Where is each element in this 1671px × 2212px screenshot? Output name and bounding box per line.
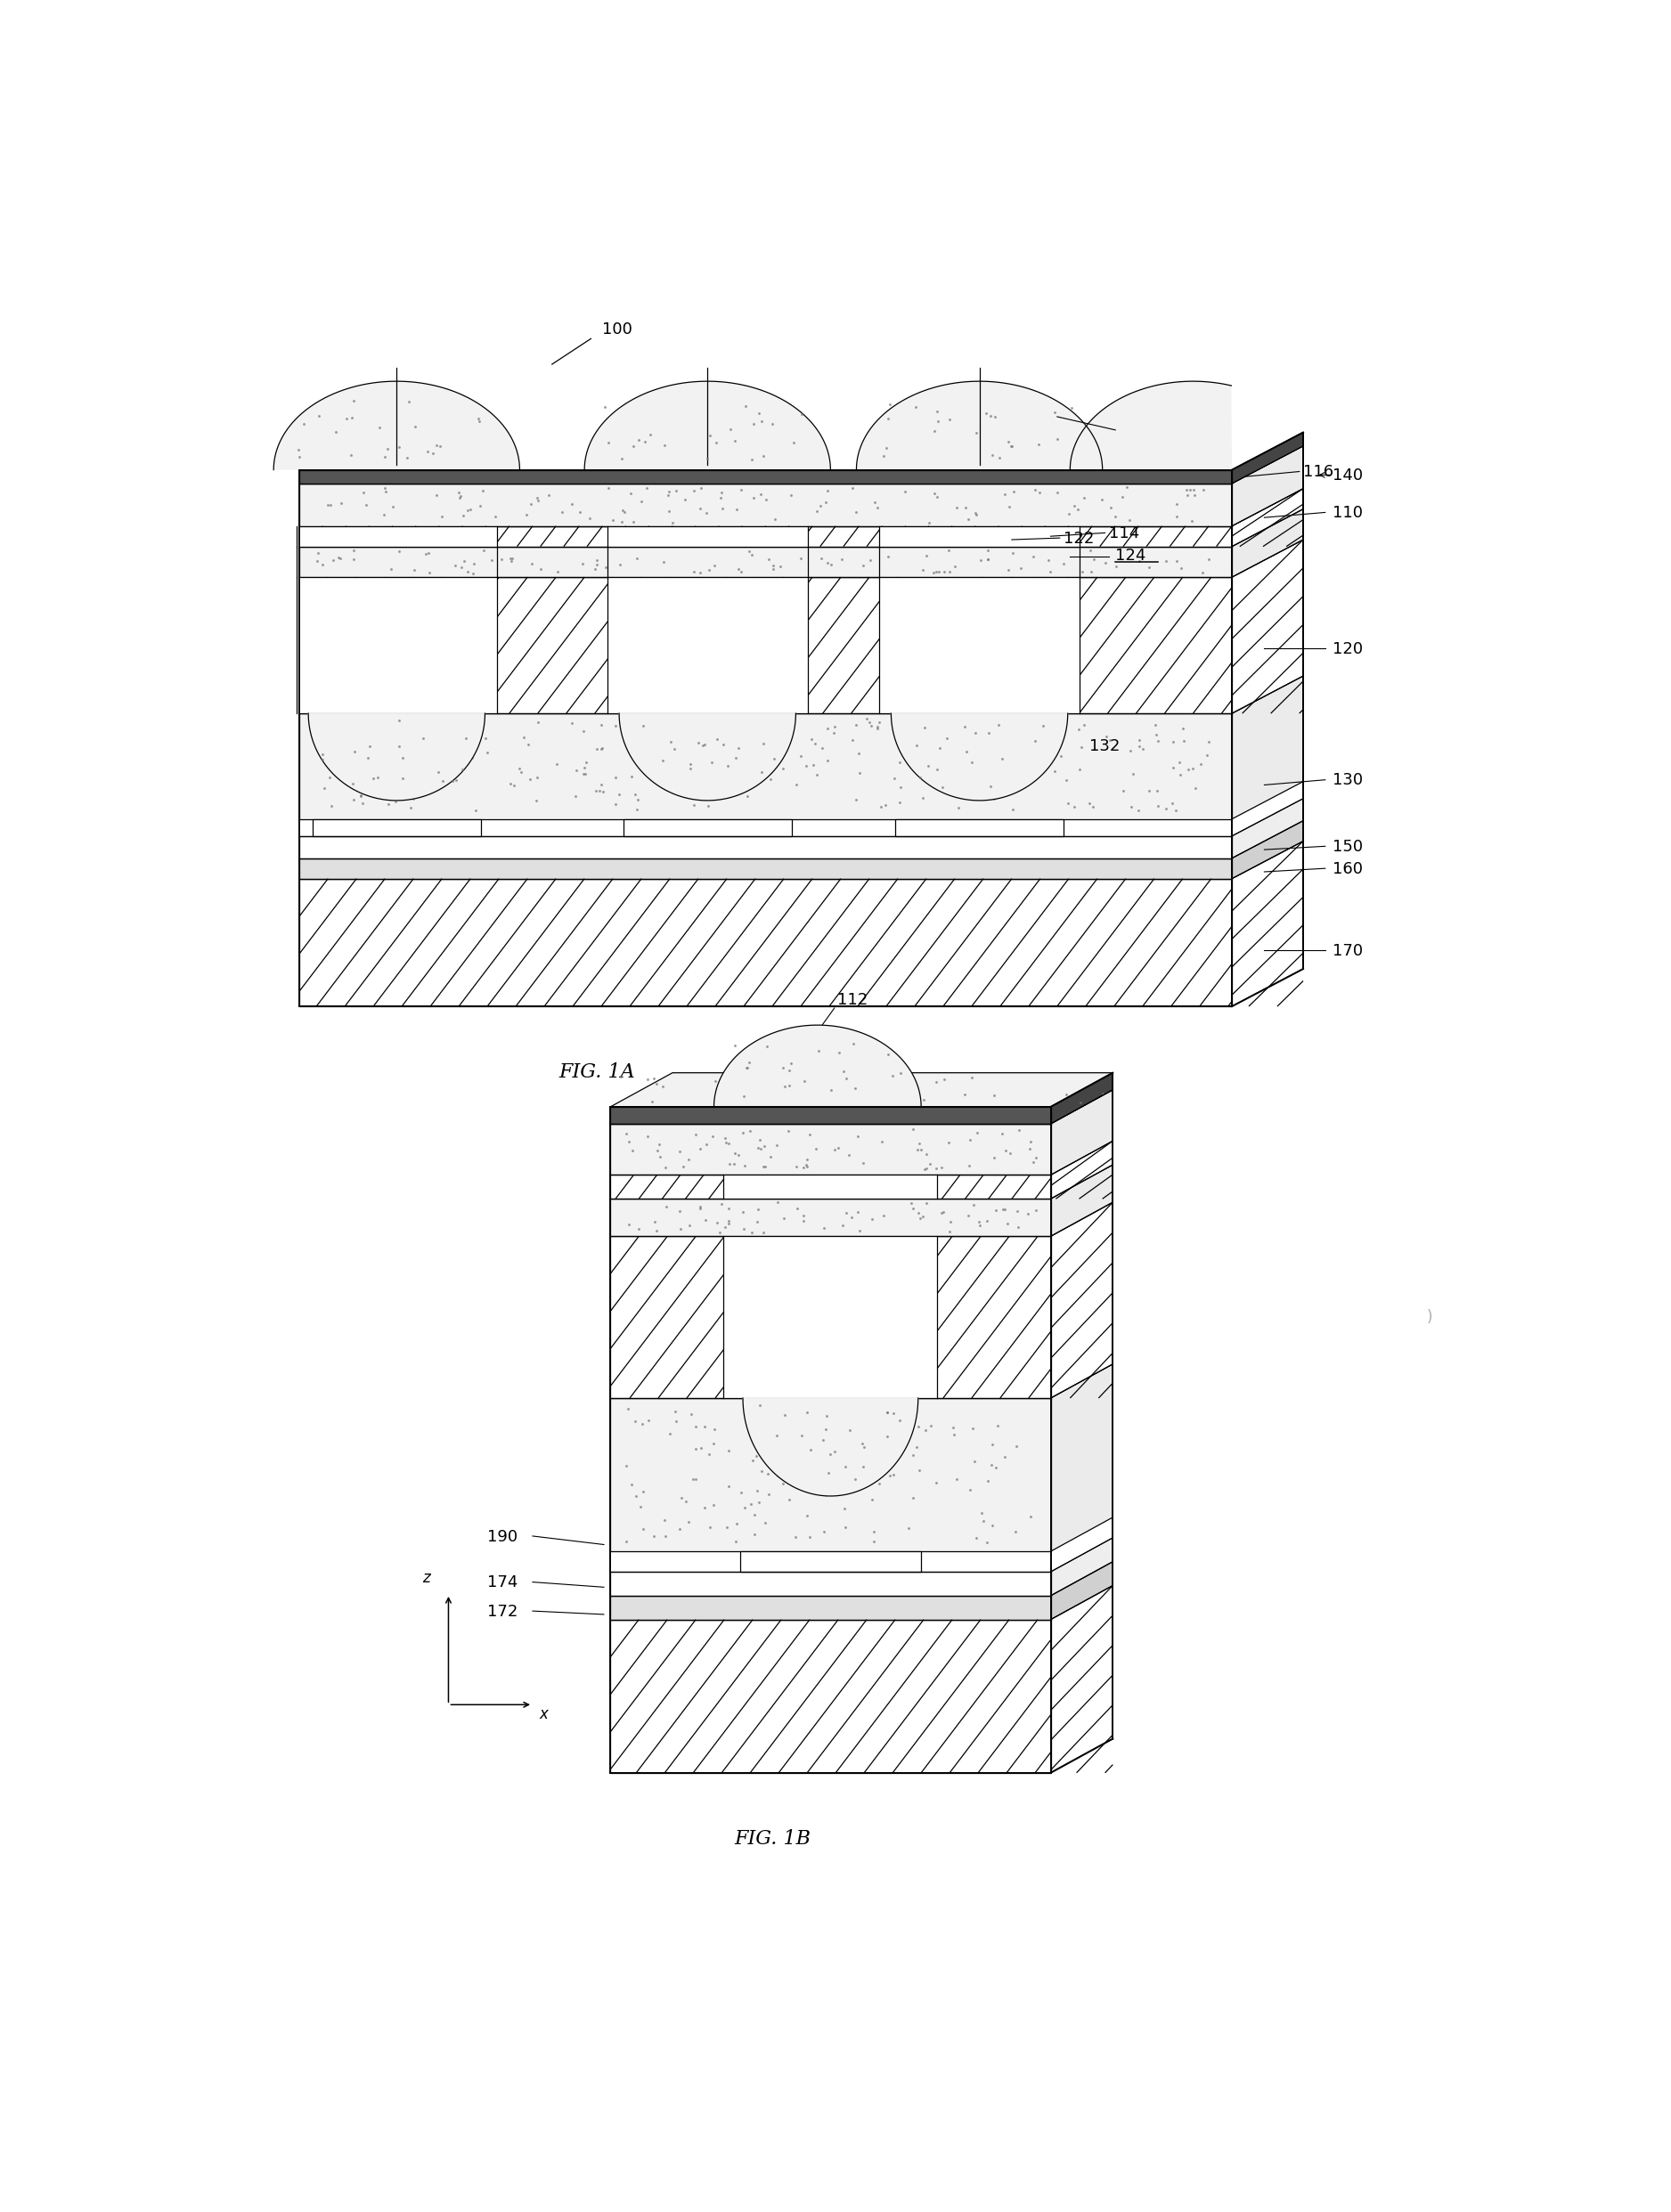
Text: x: x — [540, 1705, 548, 1721]
Text: 150: 150 — [1069, 1577, 1101, 1593]
Polygon shape — [312, 818, 481, 836]
Polygon shape — [1051, 1562, 1113, 1619]
Polygon shape — [309, 714, 485, 801]
Polygon shape — [299, 714, 1232, 818]
Polygon shape — [607, 577, 807, 714]
Text: z: z — [423, 1571, 431, 1586]
Polygon shape — [856, 380, 1103, 469]
Polygon shape — [585, 380, 830, 469]
Text: FIG. 1B: FIG. 1B — [734, 1829, 810, 1849]
Text: 112: 112 — [837, 993, 867, 1009]
Text: 130: 130 — [1333, 772, 1364, 787]
Polygon shape — [299, 878, 1232, 1006]
Polygon shape — [1232, 799, 1303, 858]
Text: 170: 170 — [1333, 942, 1364, 958]
Polygon shape — [610, 1398, 1051, 1551]
Polygon shape — [610, 1237, 1051, 1398]
Text: 130: 130 — [1069, 1480, 1101, 1495]
Polygon shape — [740, 1551, 921, 1573]
Text: 114: 114 — [1110, 526, 1140, 542]
Polygon shape — [610, 1595, 1051, 1619]
Text: ): ) — [1425, 1310, 1432, 1325]
Polygon shape — [274, 380, 520, 469]
Polygon shape — [1232, 489, 1303, 546]
Polygon shape — [714, 1024, 921, 1106]
Polygon shape — [610, 1073, 1113, 1106]
Text: 150: 150 — [1333, 838, 1364, 854]
Polygon shape — [1051, 1141, 1113, 1199]
Polygon shape — [299, 526, 1232, 546]
Text: 160: 160 — [1069, 1599, 1100, 1617]
Polygon shape — [610, 1199, 1051, 1237]
Text: 100: 100 — [602, 321, 632, 336]
Polygon shape — [610, 1573, 1051, 1595]
Polygon shape — [724, 1175, 937, 1199]
Polygon shape — [1232, 447, 1303, 526]
Polygon shape — [623, 818, 792, 836]
Text: 126: 126 — [662, 1334, 693, 1352]
Polygon shape — [1051, 1586, 1113, 1772]
Polygon shape — [620, 714, 795, 801]
Polygon shape — [1232, 509, 1303, 577]
Polygon shape — [299, 836, 1232, 858]
Polygon shape — [1051, 1073, 1113, 1124]
Polygon shape — [610, 1106, 1051, 1124]
Polygon shape — [610, 1124, 1051, 1175]
Text: 132: 132 — [1089, 739, 1120, 754]
Polygon shape — [299, 469, 1232, 484]
Text: 120: 120 — [1333, 641, 1364, 657]
Polygon shape — [724, 1237, 937, 1398]
Polygon shape — [299, 577, 1232, 714]
Polygon shape — [610, 1175, 1051, 1199]
Polygon shape — [1051, 1537, 1113, 1595]
Text: 124: 124 — [1116, 549, 1146, 564]
Polygon shape — [744, 1398, 917, 1495]
Polygon shape — [1232, 540, 1303, 714]
Text: 116: 116 — [1303, 465, 1333, 480]
Text: FIG. 1A: FIG. 1A — [560, 1062, 635, 1082]
Text: 122: 122 — [1064, 531, 1095, 546]
Polygon shape — [296, 577, 496, 714]
Polygon shape — [1232, 841, 1303, 1006]
Polygon shape — [879, 577, 1079, 714]
Polygon shape — [1232, 821, 1303, 878]
Polygon shape — [1069, 380, 1232, 469]
Polygon shape — [1232, 677, 1303, 818]
Text: 120: 120 — [1069, 1321, 1101, 1336]
Text: 132: 132 — [799, 1453, 829, 1469]
Polygon shape — [1051, 1201, 1113, 1398]
Polygon shape — [299, 546, 1232, 577]
Polygon shape — [299, 484, 1232, 526]
Polygon shape — [1232, 431, 1303, 484]
Polygon shape — [610, 1619, 1051, 1772]
Text: 112: 112 — [1121, 422, 1153, 438]
Polygon shape — [607, 526, 807, 546]
Polygon shape — [879, 526, 1079, 546]
Polygon shape — [891, 714, 1068, 801]
Text: 140: 140 — [1333, 467, 1364, 484]
Text: 172: 172 — [488, 1604, 518, 1619]
Text: 190: 190 — [488, 1528, 518, 1544]
Text: 160: 160 — [1333, 860, 1364, 878]
Text: 110: 110 — [1333, 504, 1364, 522]
Text: 116: 116 — [1069, 1099, 1101, 1115]
Text: 174: 174 — [488, 1575, 518, 1590]
Polygon shape — [896, 818, 1063, 836]
Text: 110: 110 — [1069, 1146, 1100, 1161]
Polygon shape — [296, 526, 496, 546]
Polygon shape — [1051, 1091, 1113, 1175]
Polygon shape — [1051, 1365, 1113, 1551]
Polygon shape — [1051, 1166, 1113, 1237]
Text: 170: 170 — [1069, 1710, 1101, 1725]
Polygon shape — [299, 858, 1232, 878]
